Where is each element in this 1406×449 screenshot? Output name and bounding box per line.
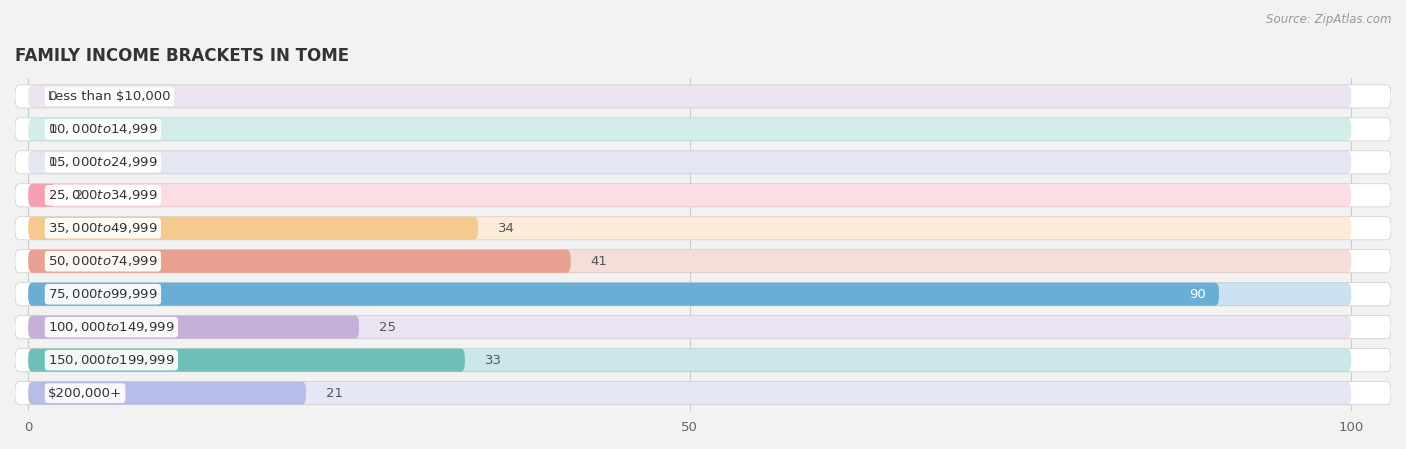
FancyBboxPatch shape	[28, 184, 55, 207]
FancyBboxPatch shape	[28, 382, 1351, 405]
FancyBboxPatch shape	[15, 250, 1391, 273]
FancyBboxPatch shape	[15, 118, 1391, 141]
Text: 25: 25	[378, 321, 396, 334]
FancyBboxPatch shape	[15, 382, 1391, 405]
FancyBboxPatch shape	[15, 217, 1391, 240]
FancyBboxPatch shape	[15, 184, 1391, 207]
FancyBboxPatch shape	[28, 283, 1351, 306]
FancyBboxPatch shape	[15, 348, 1391, 372]
Text: Less than $10,000: Less than $10,000	[48, 90, 170, 103]
FancyBboxPatch shape	[15, 316, 1391, 339]
FancyBboxPatch shape	[28, 250, 1351, 273]
Text: 34: 34	[498, 222, 515, 235]
Text: 0: 0	[48, 90, 56, 103]
FancyBboxPatch shape	[28, 250, 571, 273]
FancyBboxPatch shape	[15, 151, 1391, 174]
Text: $100,000 to $149,999: $100,000 to $149,999	[48, 320, 174, 334]
Text: 90: 90	[1189, 288, 1206, 301]
FancyBboxPatch shape	[28, 151, 1351, 174]
Text: 41: 41	[591, 255, 607, 268]
FancyBboxPatch shape	[28, 217, 478, 240]
Text: $50,000 to $74,999: $50,000 to $74,999	[48, 254, 157, 268]
FancyBboxPatch shape	[28, 118, 1351, 141]
Text: $200,000+: $200,000+	[48, 387, 122, 400]
FancyBboxPatch shape	[28, 316, 359, 339]
Text: $150,000 to $199,999: $150,000 to $199,999	[48, 353, 174, 367]
Text: 2: 2	[75, 189, 83, 202]
Text: $35,000 to $49,999: $35,000 to $49,999	[48, 221, 157, 235]
Text: $15,000 to $24,999: $15,000 to $24,999	[48, 155, 157, 169]
FancyBboxPatch shape	[28, 217, 1351, 240]
FancyBboxPatch shape	[28, 283, 1219, 306]
FancyBboxPatch shape	[28, 184, 1351, 207]
Text: $10,000 to $14,999: $10,000 to $14,999	[48, 123, 157, 136]
FancyBboxPatch shape	[15, 85, 1391, 108]
Text: FAMILY INCOME BRACKETS IN TOME: FAMILY INCOME BRACKETS IN TOME	[15, 47, 349, 65]
FancyBboxPatch shape	[28, 348, 465, 372]
Text: 21: 21	[326, 387, 343, 400]
FancyBboxPatch shape	[15, 283, 1391, 306]
FancyBboxPatch shape	[28, 382, 307, 405]
Text: $75,000 to $99,999: $75,000 to $99,999	[48, 287, 157, 301]
FancyBboxPatch shape	[28, 316, 1351, 339]
Text: 0: 0	[48, 123, 56, 136]
FancyBboxPatch shape	[28, 85, 1351, 108]
Text: 0: 0	[48, 156, 56, 169]
FancyBboxPatch shape	[28, 348, 1351, 372]
Text: Source: ZipAtlas.com: Source: ZipAtlas.com	[1267, 13, 1392, 26]
Text: 33: 33	[485, 354, 502, 367]
Text: $25,000 to $34,999: $25,000 to $34,999	[48, 188, 157, 202]
